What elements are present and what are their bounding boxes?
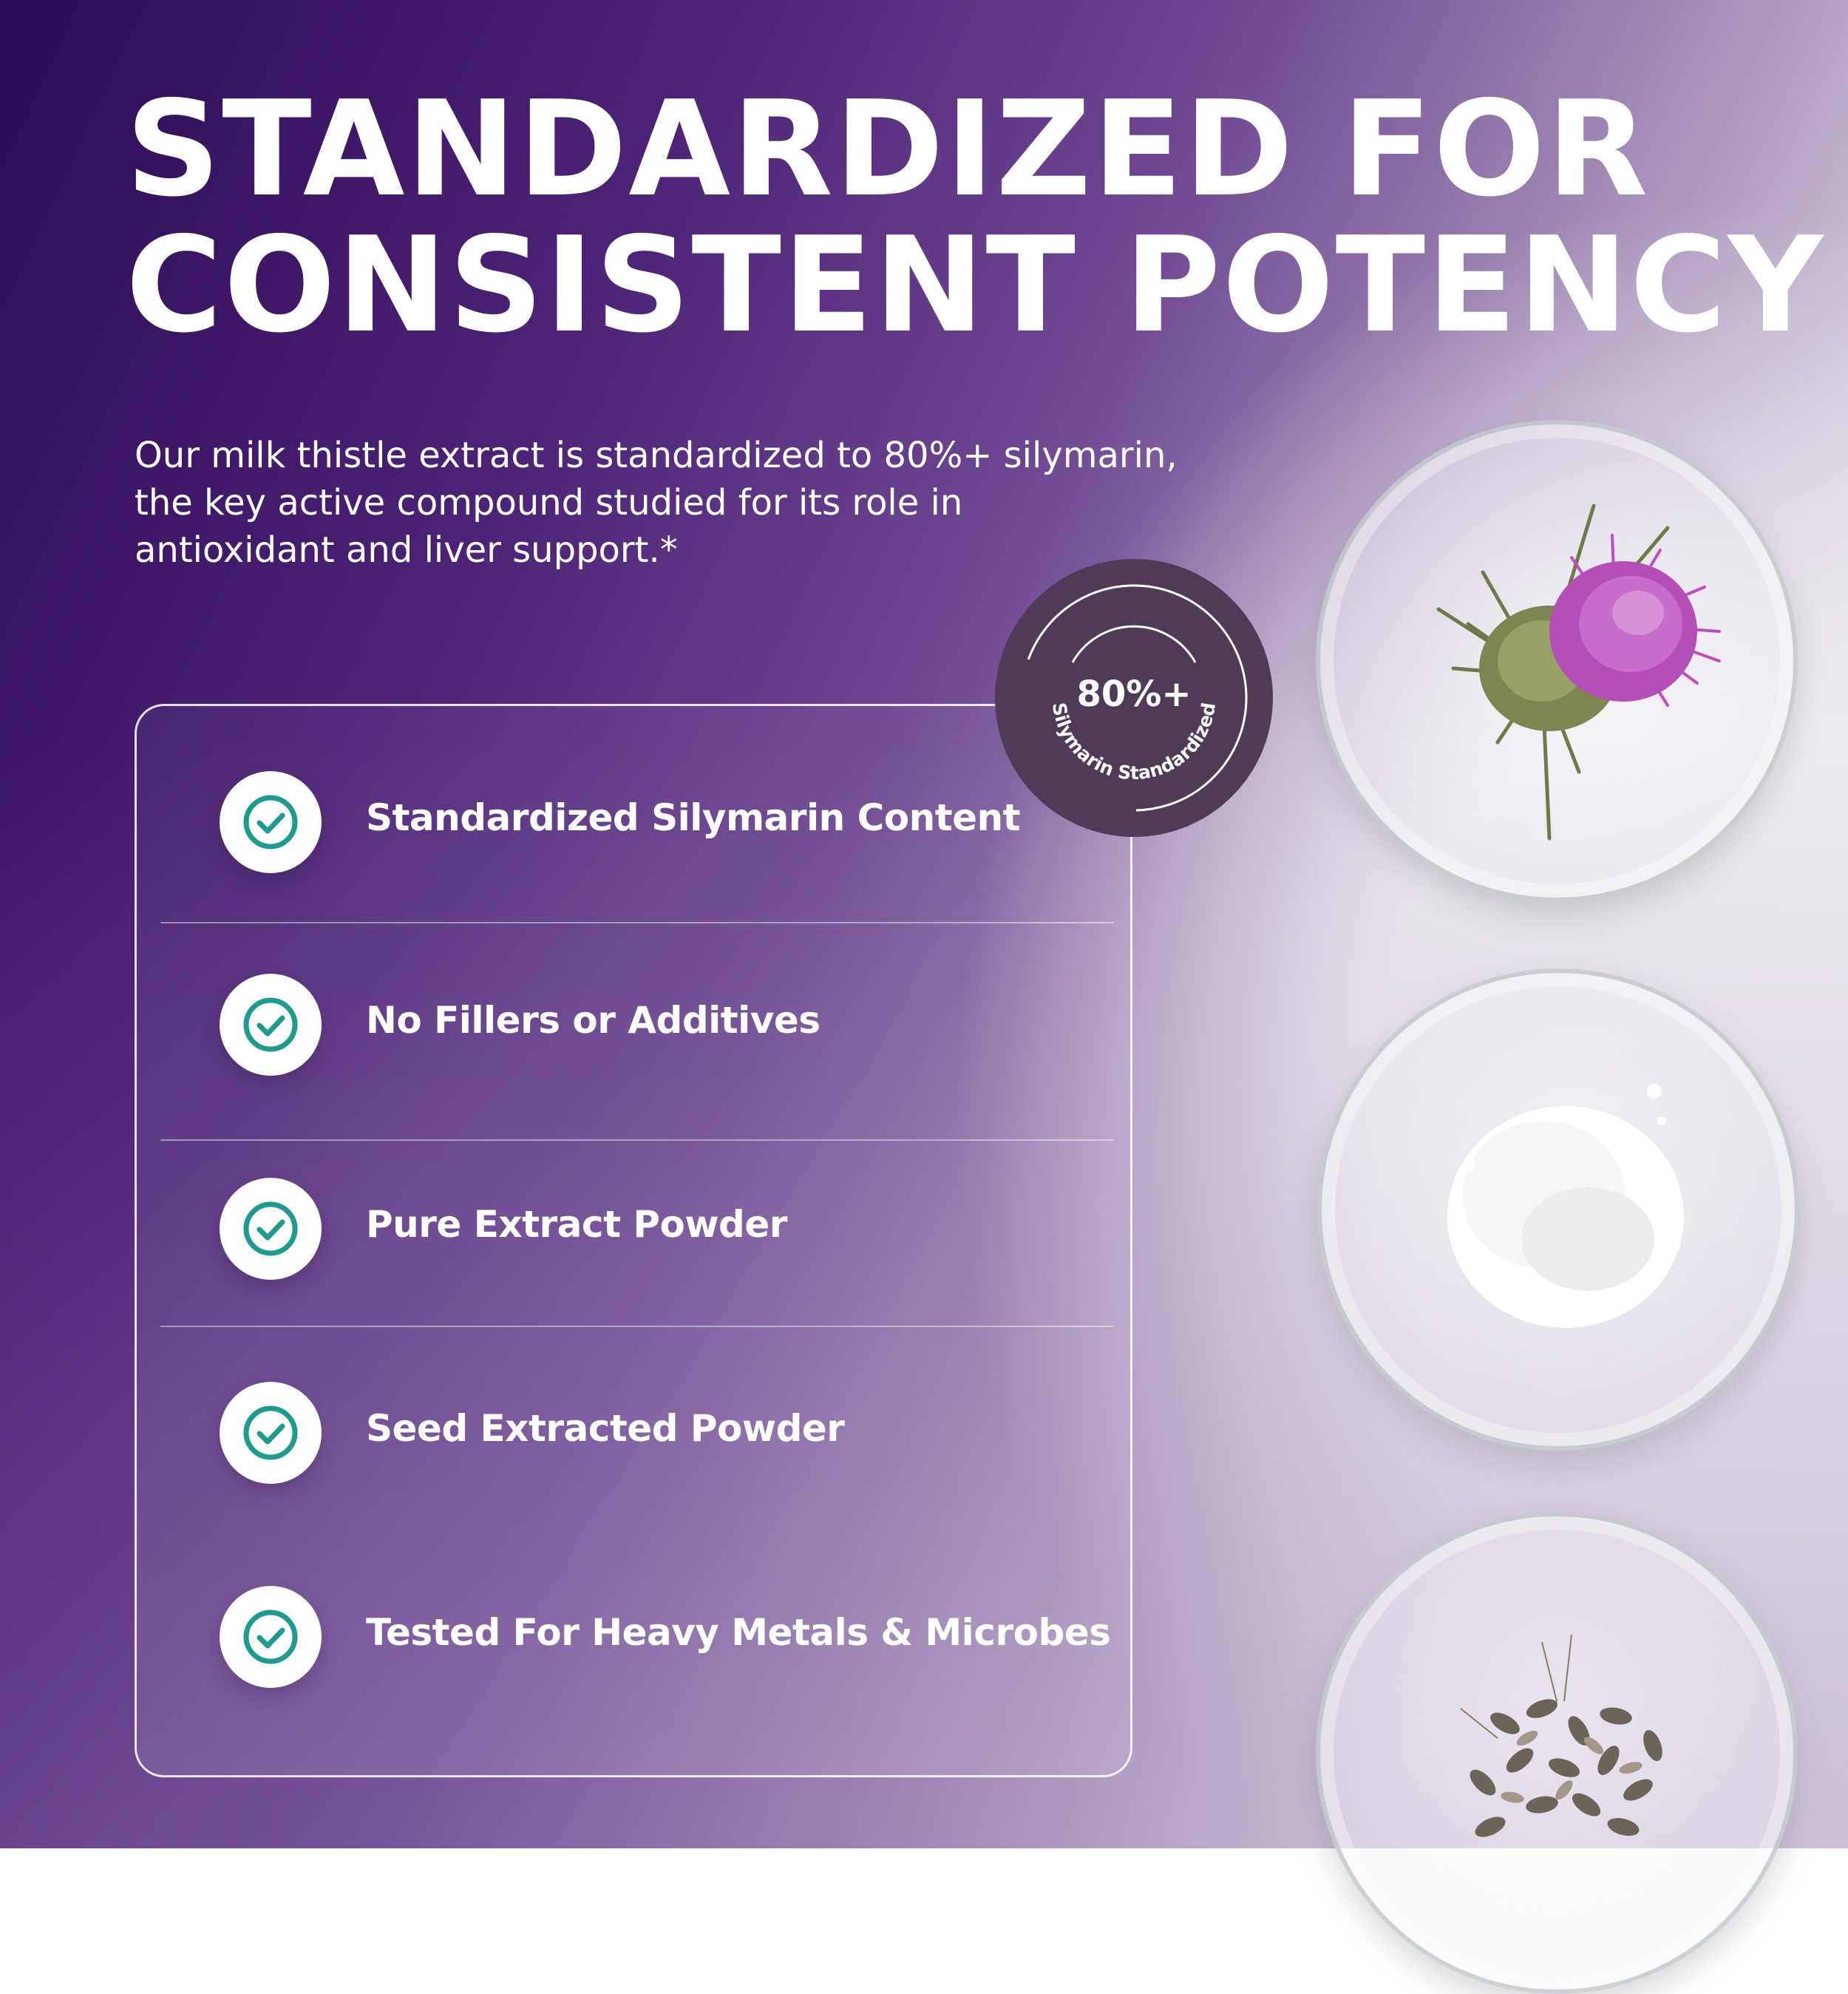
extract-powder-dish <box>1317 969 1799 1451</box>
page-title: STANDARDIZED FOR CONSISTENT POTENCY <box>126 72 1825 362</box>
title-line-1: STANDARDIZED FOR <box>126 72 1650 225</box>
feature-item: No Fillers or Additives <box>137 974 1135 1077</box>
feature-label: No Fillers or Additives <box>366 999 821 1042</box>
title-line-2: CONSISTENT POTENCY <box>126 208 1825 362</box>
divider <box>160 922 1114 923</box>
thistle-flower-dish <box>1316 420 1798 902</box>
features-card: Standardized Silymarin Content No Filler… <box>135 704 1132 1777</box>
intro-line-1: Our milk thistle extract is standardized… <box>135 435 1178 476</box>
intro-line-2: the key active compound studied for its … <box>135 482 963 523</box>
intro-line-3: antioxidant and liver support.* <box>135 529 678 571</box>
feature-label: Tested For Heavy Metals & Microbes <box>366 1611 1111 1654</box>
check-icon <box>220 1586 322 1688</box>
feature-label: Pure Extract Powder <box>366 1203 787 1246</box>
feature-label: Seed Extracted Powder <box>366 1407 845 1450</box>
silymarin-badge: Silymarin Standardized 80%+ <box>995 559 1273 837</box>
check-icon <box>220 974 322 1076</box>
feature-item: Pure Extract Powder <box>137 1178 1135 1281</box>
badge-value: 80%+ <box>1076 674 1192 715</box>
divider <box>160 1139 1114 1141</box>
powder-illustration <box>1447 1084 1684 1328</box>
intro-paragraph: Our milk thistle extract is standardized… <box>135 432 1243 574</box>
seeds-illustration <box>1460 1634 1662 1837</box>
thistle-flower-illustration <box>1436 503 1721 841</box>
thistle-seeds-dish <box>1316 1512 1798 1994</box>
feature-item: Seed Extracted Powder <box>137 1382 1135 1485</box>
badge-ring: Silymarin Standardized <box>1020 584 1248 812</box>
check-icon <box>220 1178 322 1280</box>
check-icon <box>220 1382 322 1484</box>
feature-label: Standardized Silymarin Content <box>366 796 1021 839</box>
feature-item: Standardized Silymarin Content <box>137 771 1135 875</box>
divider <box>160 1326 1114 1327</box>
check-icon <box>220 771 322 873</box>
feature-item: Tested For Heavy Metals & Microbes <box>137 1586 1135 1689</box>
